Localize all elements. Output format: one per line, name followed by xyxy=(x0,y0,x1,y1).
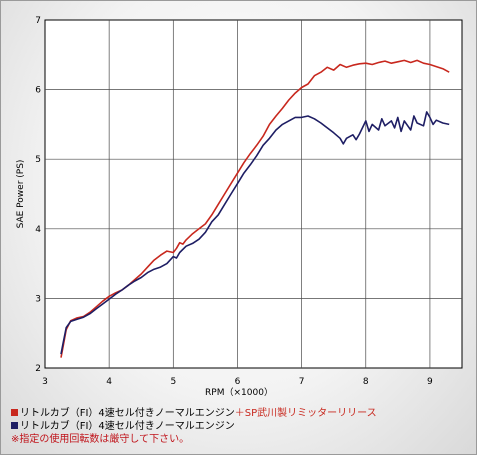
y-tick-label: 2 xyxy=(35,364,41,374)
y-tick-label: 5 xyxy=(35,155,41,165)
legend: リトルカブ（FI）4速セル付きノーマルエンジン＋SP武川製リミッターリリース リ… xyxy=(11,407,471,446)
x-tick-label: 6 xyxy=(235,377,241,387)
legend-item-modified: リトルカブ（FI）4速セル付きノーマルエンジン＋SP武川製リミッターリリース xyxy=(11,407,471,420)
y-tick-label: 4 xyxy=(35,225,41,235)
y-tick-label: 6 xyxy=(35,86,41,96)
legend-swatch-normal xyxy=(11,422,18,429)
series-line-normal xyxy=(60,111,450,355)
x-tick-label: 9 xyxy=(427,377,433,387)
legend-swatch-modified xyxy=(11,409,18,416)
x-tick-label: 4 xyxy=(106,377,112,387)
legend-label-addon: ＋SP武川製リミッターリリース xyxy=(234,408,377,419)
x-tick-label: 7 xyxy=(299,377,305,387)
x-tick-labels: 3 4 5 6 7 8 9 xyxy=(42,377,433,387)
y-tick-label: 7 xyxy=(35,16,41,26)
y-tick-label: 3 xyxy=(35,294,41,304)
legend-item-normal: リトルカブ（FI）4速セル付きノーマルエンジン xyxy=(11,420,471,433)
x-tick-label: 8 xyxy=(363,377,369,387)
legend-label-normal: リトルカブ（FI）4速セル付きノーマルエンジン xyxy=(20,421,235,432)
x-axis-label: RPM（×1000） xyxy=(205,387,273,398)
plot-area xyxy=(44,19,463,369)
y-axis-label: SAE Power (PS) xyxy=(16,160,26,229)
usage-note: ※指定の使用回転数は厳守して下さい。 xyxy=(11,434,190,445)
legend-label-modified: リトルカブ（FI）4速セル付きノーマルエンジン＋SP武川製リミッターリリース xyxy=(20,408,377,419)
x-tick-label: 3 xyxy=(42,377,48,387)
legend-label-base: リトルカブ（FI）4速セル付きノーマルエンジン xyxy=(20,408,235,419)
series-layer xyxy=(60,59,450,358)
x-tick-label: 5 xyxy=(170,377,176,387)
y-tick-labels: 2 3 4 5 6 7 xyxy=(35,16,41,374)
